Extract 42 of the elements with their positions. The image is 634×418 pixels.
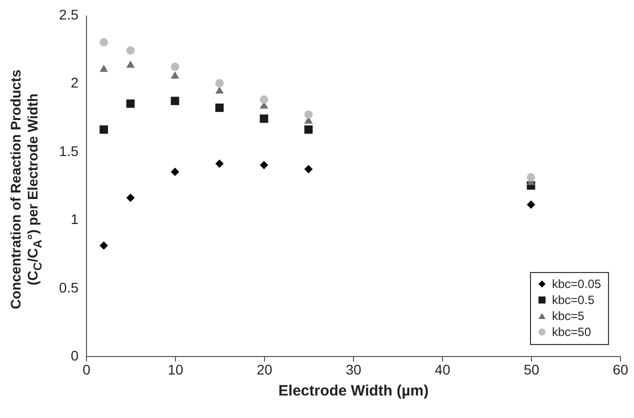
point bbox=[100, 38, 108, 46]
y-tick-label: 1 bbox=[70, 211, 79, 228]
point bbox=[526, 200, 536, 209]
x-tick-label: 20 bbox=[256, 362, 272, 378]
legend-label: kbc=50 bbox=[552, 325, 592, 339]
y-tick-label: 0 bbox=[70, 348, 79, 364]
point bbox=[170, 96, 180, 106]
point bbox=[304, 164, 313, 174]
legend-label: kbc=5 bbox=[552, 309, 585, 323]
x-tick-label: 30 bbox=[346, 362, 362, 378]
x-tick-label: 0 bbox=[82, 362, 91, 378]
y-tick-label: 2.5 bbox=[59, 6, 79, 22]
point bbox=[126, 99, 135, 108]
legend-label: kbc=0.5 bbox=[552, 293, 595, 307]
point bbox=[215, 86, 224, 94]
point bbox=[215, 79, 224, 88]
point bbox=[260, 95, 268, 104]
point bbox=[215, 104, 224, 112]
point bbox=[100, 241, 108, 250]
point bbox=[170, 71, 180, 79]
x-tick-label: 10 bbox=[168, 362, 184, 378]
point bbox=[100, 125, 108, 134]
x-tick-label: 60 bbox=[612, 362, 628, 378]
y-tick-label: 0.5 bbox=[59, 279, 79, 296]
point bbox=[304, 110, 313, 119]
x-tick-label: 40 bbox=[434, 362, 450, 378]
point bbox=[126, 60, 135, 68]
point bbox=[100, 64, 108, 72]
point bbox=[304, 125, 313, 134]
point bbox=[126, 46, 135, 55]
point bbox=[170, 62, 180, 72]
point bbox=[126, 194, 135, 202]
point bbox=[215, 159, 224, 168]
y-tick-label: 1.5 bbox=[59, 142, 79, 159]
point bbox=[260, 114, 268, 123]
x-axis-title: Electrode Width (µm) bbox=[278, 382, 429, 400]
legend-label: kbc=0.05 bbox=[552, 277, 602, 291]
y-tick-label: 2 bbox=[70, 74, 79, 91]
point bbox=[260, 160, 268, 170]
point bbox=[526, 173, 536, 182]
x-tick-label: 50 bbox=[524, 362, 540, 378]
point bbox=[170, 168, 180, 176]
